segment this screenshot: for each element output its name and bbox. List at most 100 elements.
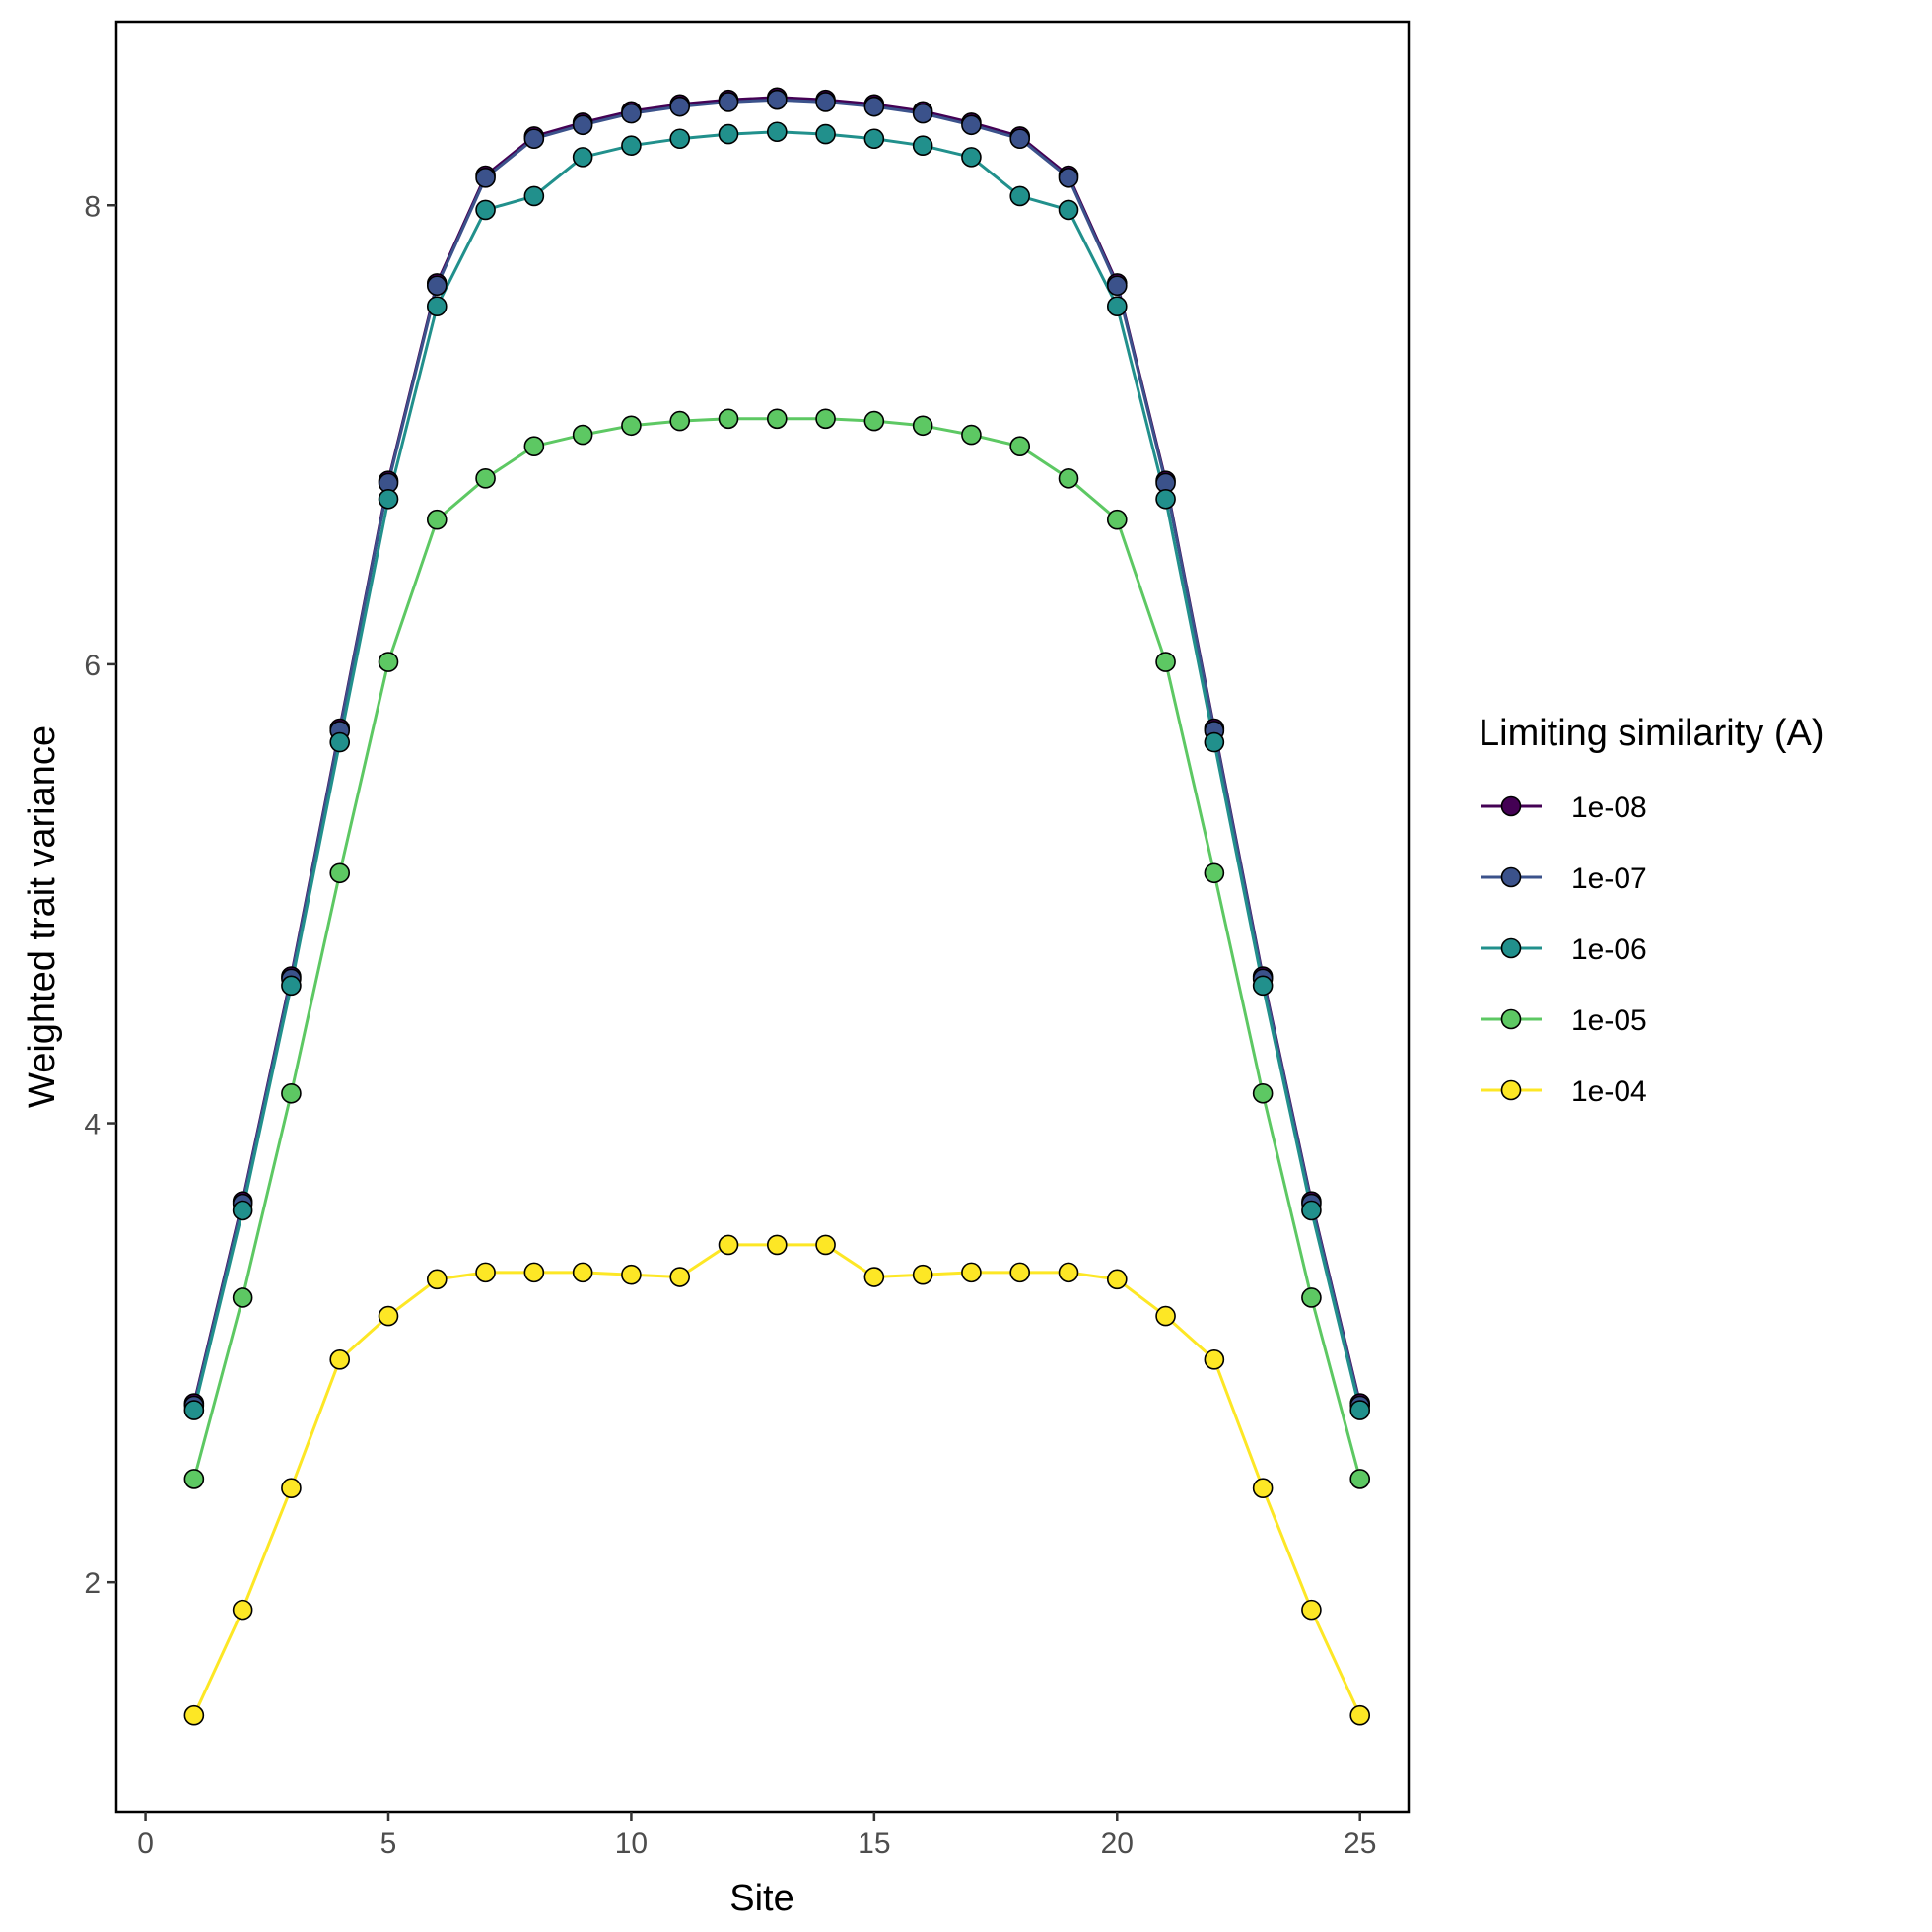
- data-point-1e-07: [1058, 168, 1079, 188]
- data-point-1e-06: [669, 128, 691, 150]
- data-point-1e-05: [669, 410, 691, 432]
- data-point-1e-07: [1106, 275, 1128, 297]
- legend: Limiting similarity (A) 1e-08 1e-07 1e-06 1…: [1479, 713, 1824, 1108]
- legend-label: 1e-08: [1571, 792, 1647, 824]
- data-point-1e-04: [621, 1264, 642, 1285]
- data-point-1e-04: [1058, 1262, 1079, 1283]
- data-point-1e-07: [621, 103, 642, 124]
- data-point-1e-05: [718, 408, 739, 430]
- data-point-1e-06: [475, 199, 496, 221]
- x-axis-title: Site: [729, 1878, 794, 1919]
- data-point-1e-05: [1301, 1287, 1322, 1308]
- data-point-1e-05: [572, 424, 593, 446]
- data-point-1e-06: [1252, 975, 1274, 997]
- legend-label: 1e-04: [1571, 1075, 1647, 1108]
- data-point-1e-04: [281, 1478, 302, 1499]
- data-point-1e-06: [1349, 1400, 1371, 1420]
- data-point-1e-04: [961, 1262, 982, 1283]
- data-point-1e-06: [961, 147, 982, 168]
- data-point-1e-06: [1301, 1200, 1322, 1221]
- data-point-1e-04: [863, 1267, 885, 1287]
- data-point-1e-05: [232, 1287, 253, 1308]
- data-point-1e-05: [1155, 652, 1176, 672]
- data-point-1e-04: [1009, 1262, 1031, 1283]
- legend-title: Limiting similarity (A): [1479, 713, 1824, 754]
- data-point-1e-06: [523, 185, 545, 207]
- x-tick-label: 25: [1344, 1828, 1376, 1860]
- data-point-1e-05: [183, 1469, 205, 1489]
- data-point-1e-05: [1204, 862, 1225, 884]
- data-point-1e-05: [1058, 468, 1079, 489]
- data-point-1e-05: [329, 862, 351, 884]
- x-tick-label: 5: [380, 1828, 397, 1860]
- data-point-1e-06: [183, 1400, 205, 1420]
- data-point-1e-06: [912, 135, 933, 157]
- plot-panel: [114, 20, 1411, 1814]
- data-point-1e-05: [961, 424, 982, 446]
- legend-key-point: [1500, 1008, 1522, 1030]
- data-point-1e-06: [1058, 199, 1079, 221]
- legend-key-point: [1500, 795, 1522, 817]
- data-point-1e-06: [378, 488, 399, 510]
- legend-key-point: [1500, 866, 1522, 888]
- data-point-1e-05: [863, 410, 885, 432]
- data-point-1e-07: [523, 128, 545, 150]
- data-point-1e-04: [232, 1599, 253, 1621]
- data-point-1e-07: [426, 275, 448, 297]
- data-point-1e-04: [523, 1262, 545, 1283]
- y-tick-label: 8: [84, 190, 101, 223]
- data-point-1e-05: [1009, 436, 1031, 457]
- y-tick-label: 4: [84, 1109, 101, 1141]
- y-axis-title: Weighted trait variance: [22, 725, 63, 1108]
- data-point-1e-07: [669, 96, 691, 117]
- data-point-1e-06: [1204, 731, 1225, 753]
- data-point-1e-04: [572, 1262, 593, 1283]
- data-point-1e-07: [1009, 128, 1031, 150]
- data-point-1e-05: [621, 415, 642, 437]
- legend-label: 1e-07: [1571, 862, 1647, 895]
- data-point-1e-04: [1252, 1478, 1274, 1499]
- x-axis: 0 5 10 15 20 25: [137, 1812, 1376, 1860]
- data-point-1e-04: [1204, 1349, 1225, 1370]
- data-point-1e-05: [475, 468, 496, 489]
- data-point-1e-04: [815, 1234, 836, 1256]
- data-point-1e-07: [475, 168, 496, 188]
- data-point-1e-06: [718, 123, 739, 145]
- legend-key-point: [1500, 937, 1522, 959]
- data-point-1e-04: [426, 1269, 448, 1290]
- data-point-1e-06: [621, 135, 642, 157]
- data-point-1e-06: [426, 296, 448, 316]
- data-point-1e-06: [1106, 296, 1128, 316]
- data-point-1e-06: [1009, 185, 1031, 207]
- data-point-1e-04: [475, 1262, 496, 1283]
- data-point-1e-04: [1349, 1704, 1371, 1726]
- x-tick-label: 15: [858, 1828, 890, 1860]
- data-point-1e-07: [912, 103, 933, 124]
- data-point-1e-05: [426, 509, 448, 530]
- data-point-1e-05: [1106, 509, 1128, 530]
- y-tick-label: 2: [84, 1567, 101, 1600]
- data-point-1e-05: [1252, 1082, 1274, 1104]
- x-tick-label: 0: [137, 1828, 154, 1860]
- data-point-1e-06: [232, 1200, 253, 1221]
- data-point-1e-07: [863, 96, 885, 117]
- data-point-1e-05: [1349, 1469, 1371, 1489]
- data-point-1e-04: [1106, 1269, 1128, 1290]
- data-point-1e-04: [1301, 1599, 1322, 1621]
- data-point-1e-04: [329, 1349, 351, 1370]
- data-point-1e-04: [1155, 1305, 1176, 1327]
- data-point-1e-04: [766, 1234, 788, 1256]
- x-tick-label: 20: [1101, 1828, 1134, 1860]
- data-point-1e-06: [281, 975, 302, 997]
- data-point-1e-05: [281, 1082, 302, 1104]
- data-point-1e-05: [378, 652, 399, 672]
- data-point-1e-04: [669, 1267, 691, 1287]
- data-point-1e-06: [815, 123, 836, 145]
- data-point-1e-06: [863, 128, 885, 150]
- data-point-1e-07: [961, 114, 982, 136]
- legend-key-point: [1500, 1079, 1522, 1101]
- y-tick-label: 6: [84, 650, 101, 682]
- data-point-1e-04: [378, 1305, 399, 1327]
- data-point-1e-07: [572, 114, 593, 136]
